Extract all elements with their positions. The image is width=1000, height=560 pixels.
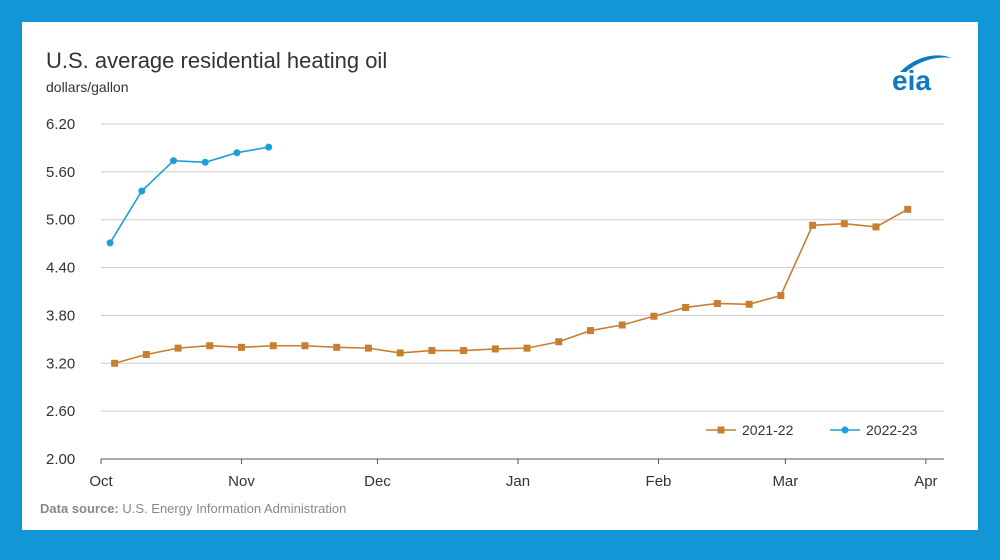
legend-marker xyxy=(841,426,849,434)
data-point xyxy=(682,303,690,311)
data-point xyxy=(491,345,499,353)
data-point xyxy=(142,351,150,359)
eia-logo-text: eia xyxy=(892,65,931,94)
x-tick-label: Apr xyxy=(914,473,937,490)
legend-entry-label: 2022-23 xyxy=(866,422,918,438)
data-point xyxy=(111,359,119,367)
data-point xyxy=(872,223,880,231)
y-tick-label: 6.20 xyxy=(46,116,75,133)
x-tick-label: Dec xyxy=(364,473,391,490)
data-point xyxy=(269,342,277,350)
data-point xyxy=(238,343,245,351)
data-point xyxy=(396,349,404,357)
x-tick-label: Oct xyxy=(89,473,113,490)
y-tick-label: 3.80 xyxy=(46,307,75,324)
data-point xyxy=(713,299,721,307)
eia-logo-icon: eia xyxy=(892,55,952,94)
data-point xyxy=(428,347,436,355)
y-tick-label: 2.00 xyxy=(46,451,75,468)
data-point xyxy=(777,291,785,299)
series-line-2022-23 xyxy=(109,146,269,244)
legend-entry-label: 2021-22 xyxy=(742,422,794,438)
data-point xyxy=(333,343,341,351)
data-point xyxy=(265,143,273,151)
chart-card: U.S. average residential heating oil dol… xyxy=(22,22,978,530)
data-point xyxy=(745,300,753,308)
x-tick-label: Feb xyxy=(646,473,672,490)
y-tick-label: 3.20 xyxy=(46,355,75,372)
data-point xyxy=(170,157,178,165)
data-point xyxy=(586,327,594,335)
series-line-2021-22 xyxy=(114,208,909,365)
data-point xyxy=(840,220,848,228)
data-point xyxy=(106,239,114,247)
data-point xyxy=(206,342,214,350)
data-point xyxy=(809,221,817,229)
x-tick-label: Jan xyxy=(506,473,530,490)
data-point xyxy=(233,149,241,157)
data-point xyxy=(555,338,563,346)
data-point xyxy=(523,344,531,352)
legend-marker xyxy=(717,426,725,434)
data-source-text: U.S. Energy Information Administration xyxy=(122,501,347,516)
data-point xyxy=(904,205,912,213)
data-point xyxy=(460,347,468,355)
x-tick-label: Nov xyxy=(228,473,255,490)
data-point xyxy=(301,342,309,350)
y-tick-label: 2.60 xyxy=(46,403,75,420)
data-point xyxy=(650,312,658,320)
data-point xyxy=(618,321,626,329)
chart-unit-label: dollars/gallon xyxy=(46,79,129,95)
data-point xyxy=(201,158,209,166)
data-source: Data source: U.S. Energy Information Adm… xyxy=(40,501,346,516)
data-point xyxy=(174,344,182,352)
eia-logo-swoosh xyxy=(900,55,952,72)
x-tick-label: Mar xyxy=(772,473,798,490)
y-tick-label: 5.00 xyxy=(46,212,75,229)
chart-title: U.S. average residential heating oil xyxy=(46,48,388,73)
data-source-label: Data source: xyxy=(40,501,119,516)
data-point xyxy=(364,344,372,352)
data-point xyxy=(138,187,146,195)
y-tick-label: 4.40 xyxy=(46,260,75,277)
y-tick-label: 5.60 xyxy=(46,164,75,181)
